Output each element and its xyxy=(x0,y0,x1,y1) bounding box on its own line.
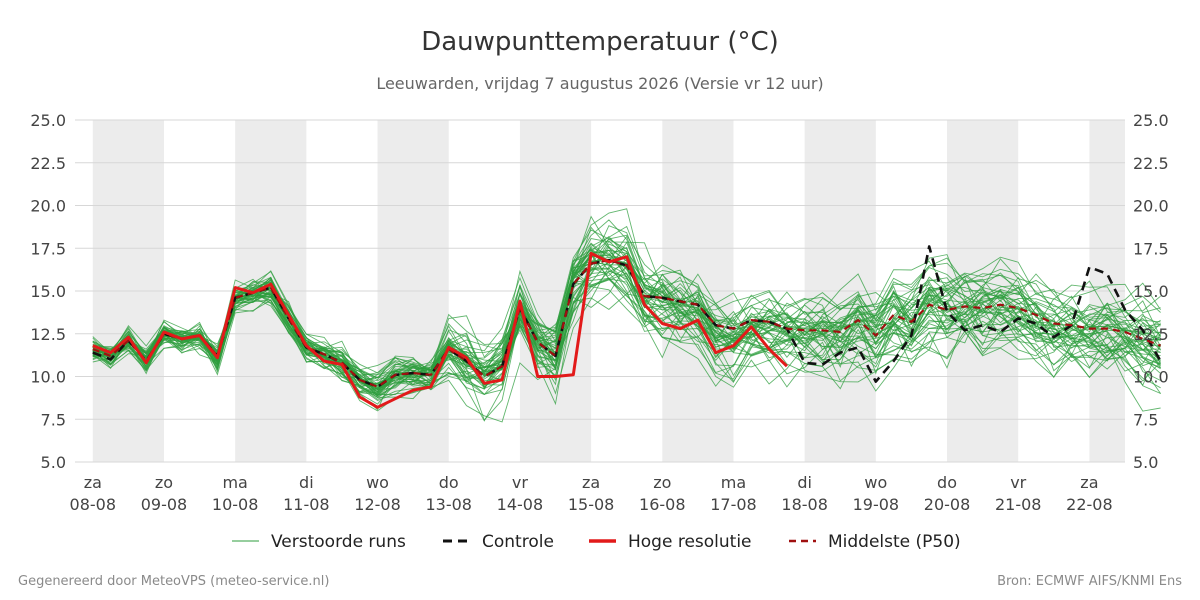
ensemble-member-line xyxy=(92,248,1162,390)
x-tick-day: do xyxy=(937,473,957,492)
ensemble-member-line xyxy=(92,225,1161,396)
x-tick-day: vr xyxy=(512,473,528,492)
ensemble-member-line xyxy=(92,243,1161,405)
x-tick-day: di xyxy=(299,473,314,492)
x-tick-date: 08-08 xyxy=(70,495,117,514)
x-tick-date: 16-08 xyxy=(639,495,686,514)
x-tick-day: za xyxy=(582,473,600,492)
x-tick-day: zo xyxy=(155,473,173,492)
y-tick-label-left: 5.0 xyxy=(41,453,66,472)
x-tick-day: vr xyxy=(1010,473,1026,492)
x-tick-day: zo xyxy=(653,473,671,492)
ensemble-member-line xyxy=(92,249,1161,411)
x-tick-day: ma xyxy=(222,473,247,492)
y-tick-label-right: 25.0 xyxy=(1133,111,1169,130)
y-tick-label-right: 10.0 xyxy=(1133,368,1169,387)
x-tick-day: do xyxy=(439,473,459,492)
legend: Verstoorde runs Controle Hoge resolutie Mid… xyxy=(232,532,961,552)
x-tick-date: 14-08 xyxy=(497,495,544,514)
y-tick-label-left: 15.0 xyxy=(30,282,66,301)
x-tick-date: 11-08 xyxy=(283,495,330,514)
x-tick-day: di xyxy=(797,473,812,492)
ensemble-member-line xyxy=(92,238,1161,397)
y-tick-label-left: 12.5 xyxy=(30,325,66,344)
y-tick-label-right: 22.5 xyxy=(1133,154,1169,173)
y-tick-label-right: 20.0 xyxy=(1133,197,1169,216)
y-tick-label-left: 7.5 xyxy=(41,410,66,429)
x-tick-day: ma xyxy=(721,473,746,492)
y-tick-label-right: 7.5 xyxy=(1133,410,1158,429)
x-tick-day: wo xyxy=(366,473,389,492)
y-tick-label-right: 15.0 xyxy=(1133,282,1169,301)
x-tick-date: 09-08 xyxy=(141,495,188,514)
ensemble-lines xyxy=(92,208,1162,423)
y-tick-label-left: 25.0 xyxy=(30,111,66,130)
x-tick-date: 12-08 xyxy=(354,495,401,514)
x-tick-date: 13-08 xyxy=(425,495,472,514)
x-tick-day: za xyxy=(84,473,102,492)
y-axis-labels: 5.0 5.0 7.5 7.5 10.0 10.0 12.5 12.5 15.0 15.0 17.5… xyxy=(30,111,1168,472)
x-tick-date: 17-08 xyxy=(710,495,757,514)
y-tick-label-right: 17.5 xyxy=(1133,239,1169,258)
y-tick-label-right: 12.5 xyxy=(1133,325,1169,344)
x-tick-date: 15-08 xyxy=(568,495,615,514)
x-tick-day: za xyxy=(1080,473,1098,492)
source-credit: Bron: ECMWF AIFS/KNMI Ens xyxy=(997,574,1182,589)
chart-title: Dauwpunttemperatuur (°C) xyxy=(421,27,779,57)
y-tick-label-left: 22.5 xyxy=(30,154,66,173)
x-tick-day: wo xyxy=(864,473,887,492)
y-tick-label-right: 5.0 xyxy=(1133,453,1158,472)
legend-label-hoge_resolutie: Hoge resolutie xyxy=(628,532,752,552)
legend-label-middelste: Middelste (P50) xyxy=(828,532,961,552)
y-tick-label-left: 17.5 xyxy=(30,239,66,258)
x-tick-date: 21-08 xyxy=(995,495,1042,514)
middelste-line xyxy=(92,259,1161,388)
generated-by-credit: Gegenereerd door MeteoVPS (meteo-service… xyxy=(18,574,329,589)
ensemble-member-line xyxy=(92,246,1161,396)
x-tick-date: 10-08 xyxy=(212,495,259,514)
x-axis-labels: za 08-08 zo 09-08 ma 10-08 di 11-08 wo 12-08 do 13-… xyxy=(70,473,1113,514)
x-tick-date: 20-08 xyxy=(924,495,971,514)
y-tick-label-left: 10.0 xyxy=(30,368,66,387)
ensemble-member-line xyxy=(92,252,1161,421)
legend-label-ensemble: Verstoorde runs xyxy=(271,532,406,552)
hoge-resolutie-line xyxy=(92,251,788,409)
x-tick-date: 22-08 xyxy=(1066,495,1113,514)
ensemble-member-line xyxy=(92,276,1161,388)
chart-subtitle: Leeuwarden, vrijdag 7 augustus 2026 (Ver… xyxy=(376,74,823,93)
y-tick-label-left: 20.0 xyxy=(30,197,66,216)
main-series-lines xyxy=(92,245,1162,409)
x-tick-date: 18-08 xyxy=(781,495,828,514)
legend-label-controle: Controle xyxy=(482,532,554,552)
x-tick-date: 19-08 xyxy=(853,495,900,514)
